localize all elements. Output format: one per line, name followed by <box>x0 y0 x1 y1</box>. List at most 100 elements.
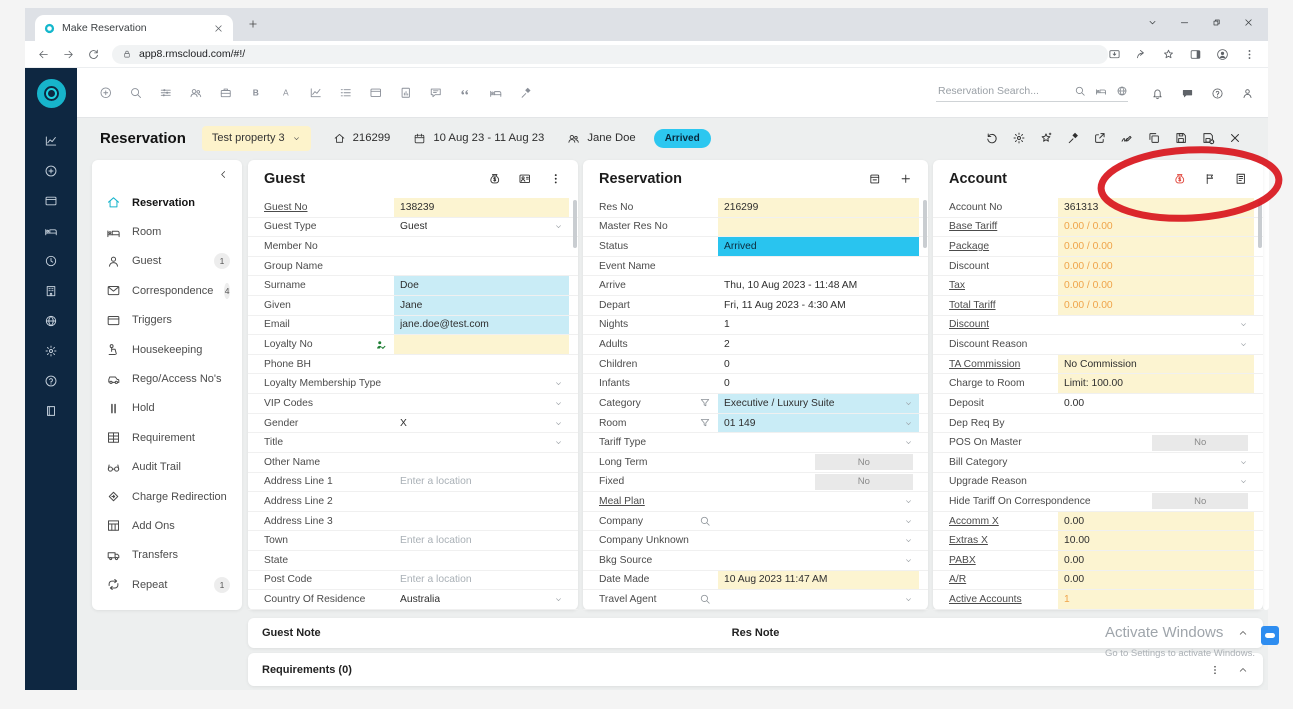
property-selector[interactable]: Test property 3 <box>201 125 311 151</box>
field-value[interactable]: Enter a location <box>394 473 569 492</box>
bell-icon[interactable] <box>1151 87 1164 100</box>
field-value[interactable]: No <box>718 473 919 492</box>
star-icon[interactable] <box>1039 131 1053 145</box>
moneybag-icon[interactable] <box>488 172 502 186</box>
history-icon[interactable] <box>985 131 999 145</box>
sidebar-item-room[interactable]: Room <box>92 217 242 246</box>
sidebar-item-housekeeping[interactable]: Housekeeping <box>92 335 242 364</box>
chart-icon[interactable] <box>309 86 323 100</box>
field-value[interactable]: 10.00 <box>1058 531 1254 550</box>
share-icon[interactable] <box>1135 48 1148 61</box>
signature-icon[interactable] <box>1120 131 1134 145</box>
card-icon[interactable] <box>369 86 383 100</box>
field-value[interactable]: 10 Aug 2023 11:47 AM <box>718 570 919 590</box>
field-label[interactable]: Package <box>949 241 990 253</box>
field-value[interactable]: 1 <box>1058 590 1254 609</box>
plus-circle-icon[interactable] <box>44 164 58 178</box>
field-label[interactable]: PABX <box>949 554 976 566</box>
field-value[interactable] <box>394 237 569 256</box>
field-value[interactable] <box>718 433 919 452</box>
sidebar-item-hold[interactable]: Hold <box>92 394 242 423</box>
field-value[interactable] <box>718 492 919 511</box>
book-icon[interactable] <box>44 404 58 418</box>
res-note-label[interactable]: Res Note <box>731 627 780 639</box>
gear-icon[interactable] <box>44 344 58 358</box>
field-value[interactable]: Jane <box>394 296 569 315</box>
sidebar-item-transfers[interactable]: Transfers <box>92 541 242 570</box>
field-value[interactable]: No <box>1058 492 1254 511</box>
plus-icon[interactable] <box>899 172 913 186</box>
field-label[interactable]: Discount <box>949 319 990 331</box>
close-icon[interactable] <box>1243 17 1254 28</box>
people-icon[interactable] <box>189 86 203 100</box>
field-value[interactable] <box>718 551 919 570</box>
export-icon[interactable] <box>1093 131 1107 145</box>
building-icon[interactable] <box>44 284 58 298</box>
plus-circle-icon[interactable] <box>99 86 113 100</box>
sidebar-item-rego-access-no-s[interactable]: Rego/Access No's <box>92 364 242 393</box>
scrollbar-thumb[interactable] <box>573 200 577 248</box>
toggle-no[interactable]: No <box>1152 493 1248 510</box>
field-value[interactable]: 01 149 <box>718 413 919 433</box>
chevron-up-icon[interactable] <box>1237 664 1249 676</box>
globe-icon[interactable] <box>1116 85 1128 97</box>
field-label[interactable]: Total Tariff <box>949 299 996 311</box>
sidebar-item-reservation[interactable]: Reservation <box>92 188 242 217</box>
field-value[interactable]: 0.00 / 0.00 <box>1058 276 1254 296</box>
field-label[interactable]: Guest No <box>264 201 308 213</box>
field-value[interactable]: Enter a location <box>394 531 569 550</box>
field-value[interactable]: No <box>1058 433 1254 452</box>
field-value[interactable] <box>394 453 569 472</box>
font-icon[interactable]: A <box>279 86 293 100</box>
ledger-icon[interactable] <box>1234 172 1248 186</box>
omnibox[interactable]: app8.rmscloud.com/#!/ <box>112 44 1108 64</box>
profile-avatar-icon[interactable] <box>1216 48 1229 61</box>
field-value[interactable]: 1 <box>718 316 919 335</box>
field-value[interactable]: X <box>394 414 569 433</box>
new-tab-button[interactable] <box>247 18 259 30</box>
doc-chart-icon[interactable] <box>399 86 413 100</box>
sliders-icon[interactable] <box>159 86 173 100</box>
quote-icon[interactable] <box>459 86 473 100</box>
save-icon[interactable] <box>1174 131 1188 145</box>
back-icon[interactable] <box>37 48 50 61</box>
field-value[interactable]: 0.00 <box>1058 394 1254 413</box>
sidebar-item-triggers[interactable]: Triggers <box>92 306 242 335</box>
bed-icon[interactable] <box>44 224 58 238</box>
reservation-search-input[interactable] <box>936 84 1065 98</box>
sidebar-item-repeat[interactable]: Repeat 1 <box>92 570 242 599</box>
help-icon[interactable] <box>44 374 58 388</box>
toggle-no[interactable]: No <box>1152 434 1248 451</box>
field-value[interactable]: 0.00 / 0.00 <box>1058 237 1254 256</box>
field-value[interactable]: 0 <box>718 374 919 393</box>
settings-gear-icon[interactable] <box>1012 131 1026 145</box>
field-value[interactable] <box>394 492 569 511</box>
briefcase-icon[interactable] <box>219 86 233 100</box>
field-value[interactable]: Limit: 100.00 <box>1058 374 1254 394</box>
field-value[interactable] <box>394 433 569 452</box>
field-value[interactable]: No <box>718 453 919 472</box>
field-value[interactable]: No Commission <box>1058 354 1254 374</box>
field-label[interactable]: Base Tariff <box>949 221 998 233</box>
field-value[interactable] <box>718 531 919 550</box>
field-value[interactable]: 361313 <box>1058 198 1254 217</box>
field-value[interactable] <box>718 217 919 237</box>
field-value[interactable]: Executive / Luxury Suite <box>718 394 919 413</box>
close-icon[interactable] <box>1228 131 1242 145</box>
field-value[interactable]: 0.00 / 0.00 <box>1058 296 1254 315</box>
checklist-icon[interactable] <box>339 86 353 100</box>
chat-icon[interactable] <box>1181 87 1194 100</box>
field-value[interactable] <box>1058 414 1254 433</box>
chevron-up-icon[interactable] <box>1237 627 1249 639</box>
field-value[interactable] <box>718 512 919 531</box>
field-label[interactable]: Tax <box>949 280 966 292</box>
sidebar-item-guest[interactable]: Guest 1 <box>92 247 242 276</box>
bed-icon[interactable] <box>1095 85 1107 97</box>
rms-logo-icon[interactable] <box>36 79 66 108</box>
kebab-menu-icon[interactable] <box>549 172 563 186</box>
toggle-no[interactable]: No <box>814 454 913 471</box>
field-value[interactable]: Enter a location <box>394 571 569 590</box>
kebab-menu-icon[interactable] <box>1209 664 1221 676</box>
field-label[interactable]: Active Accounts <box>949 593 1022 605</box>
field-value[interactable]: 0.00 <box>1058 511 1254 531</box>
